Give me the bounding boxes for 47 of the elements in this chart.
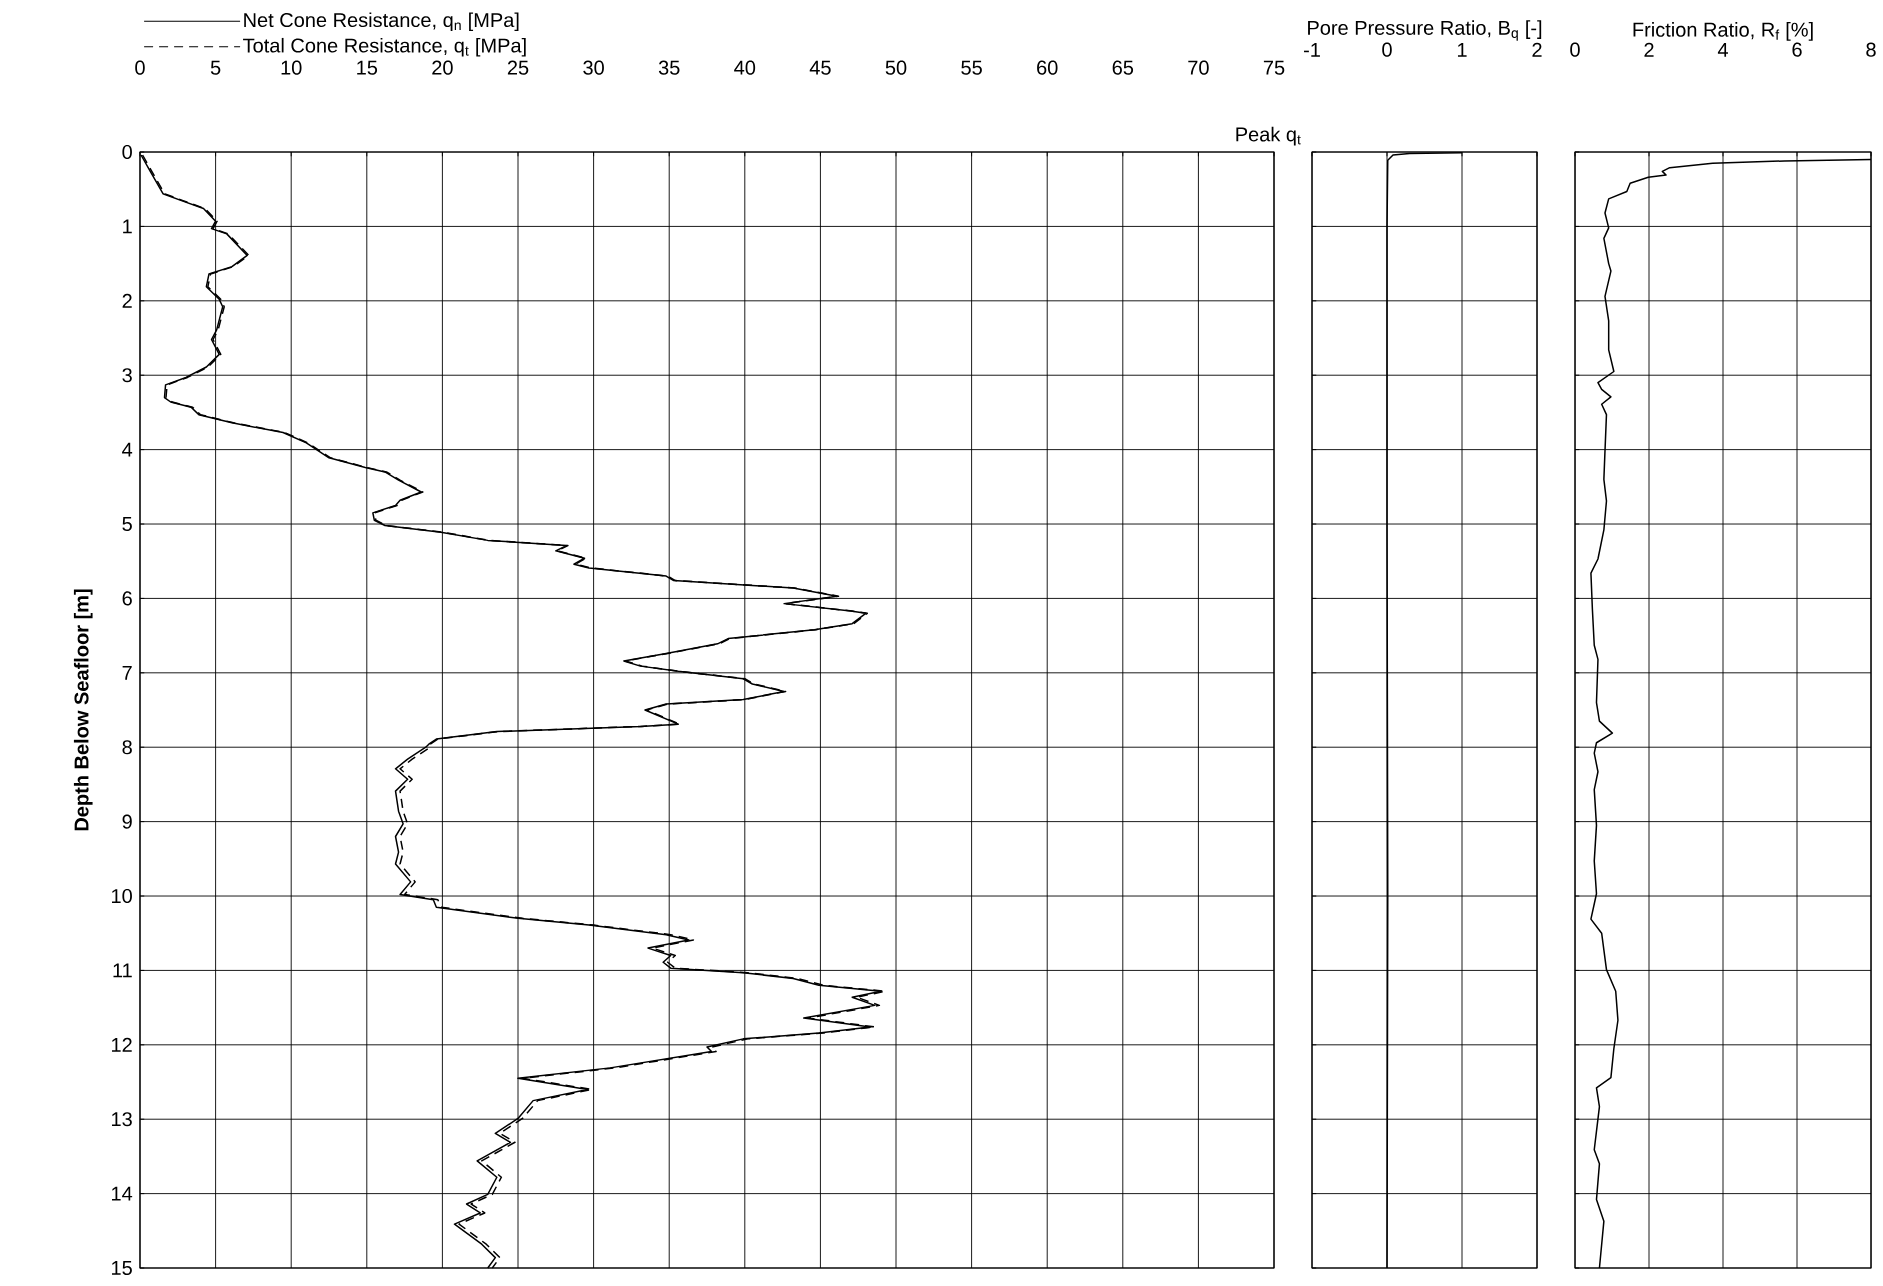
x-tick-label: 5: [210, 60, 221, 75]
x-tick-label: 25: [507, 60, 529, 75]
x-tick-label: 1: [1457, 43, 1467, 57]
legend-label: Net Cone Resistance, q$_{n}$ [MPa]: [244, 12, 519, 32]
y-tick-label: 10: [112, 888, 132, 904]
x-tick-label: 65: [1112, 60, 1134, 75]
y-tick-label: 2: [122, 293, 132, 308]
x-tick-label: 60: [1037, 60, 1058, 75]
x-tick-label: 2: [1532, 42, 1542, 57]
x-tick-label: 0: [135, 60, 145, 75]
y-axis-title: Depth Below Seafloor [m]: [73, 589, 93, 831]
x-axis-title: Friction Ratio, R$_{f}$ [%]: [1633, 22, 1813, 41]
x-tick-label: 45: [809, 60, 831, 75]
text: Peak q$_{t}$: [1236, 126, 1301, 146]
x-tick-label: 50: [885, 60, 907, 75]
y-tick-label: 0: [122, 144, 132, 160]
x-tick-label: 0: [1570, 42, 1580, 57]
y-tick-label: 7: [122, 665, 132, 680]
x-tick-label: 0: [1382, 42, 1392, 57]
x-axis-title: Pore Pressure Ratio, B$_{q}$ [-]: [1308, 20, 1542, 41]
x-tick-label: 8: [1866, 42, 1876, 57]
y-tick-label: 11: [113, 963, 132, 978]
y-tick-label: 9: [122, 814, 132, 829]
x-tick-label: 35: [658, 60, 680, 75]
y-tick-label: 3: [122, 368, 132, 383]
y-tick-label: 15: [112, 1261, 132, 1275]
y-tick-label: 12: [112, 1037, 132, 1052]
x-tick-label: 2: [1644, 42, 1654, 57]
x-tick-label: 10: [281, 60, 302, 75]
y-tick-label: 4: [122, 442, 133, 457]
x-tick-label: 55: [961, 60, 982, 75]
x-tick-label: -1: [1304, 43, 1320, 57]
y-tick-label: 1: [123, 219, 132, 234]
x-tick-label: 6: [1792, 42, 1802, 57]
y-tick-label: 8: [122, 740, 132, 755]
x-tick-label: 4: [1717, 43, 1728, 57]
x-tick-label: 20: [432, 60, 453, 75]
y-tick-label: 14: [112, 1186, 133, 1201]
legend-label: Total Cone Resistance, q$_{t}$ [MPa]: [243, 37, 526, 57]
x-tick-label: 30: [583, 60, 604, 75]
x-tick-label: 40: [734, 60, 756, 75]
x-tick-label: 15: [357, 60, 378, 75]
y-tick-label: 13: [112, 1112, 132, 1127]
x-tick-label: 75: [1263, 60, 1285, 75]
y-tick-label: 6: [122, 591, 132, 606]
y-tick-label: 5: [122, 517, 132, 531]
x-tick-label: 70: [1188, 60, 1209, 75]
